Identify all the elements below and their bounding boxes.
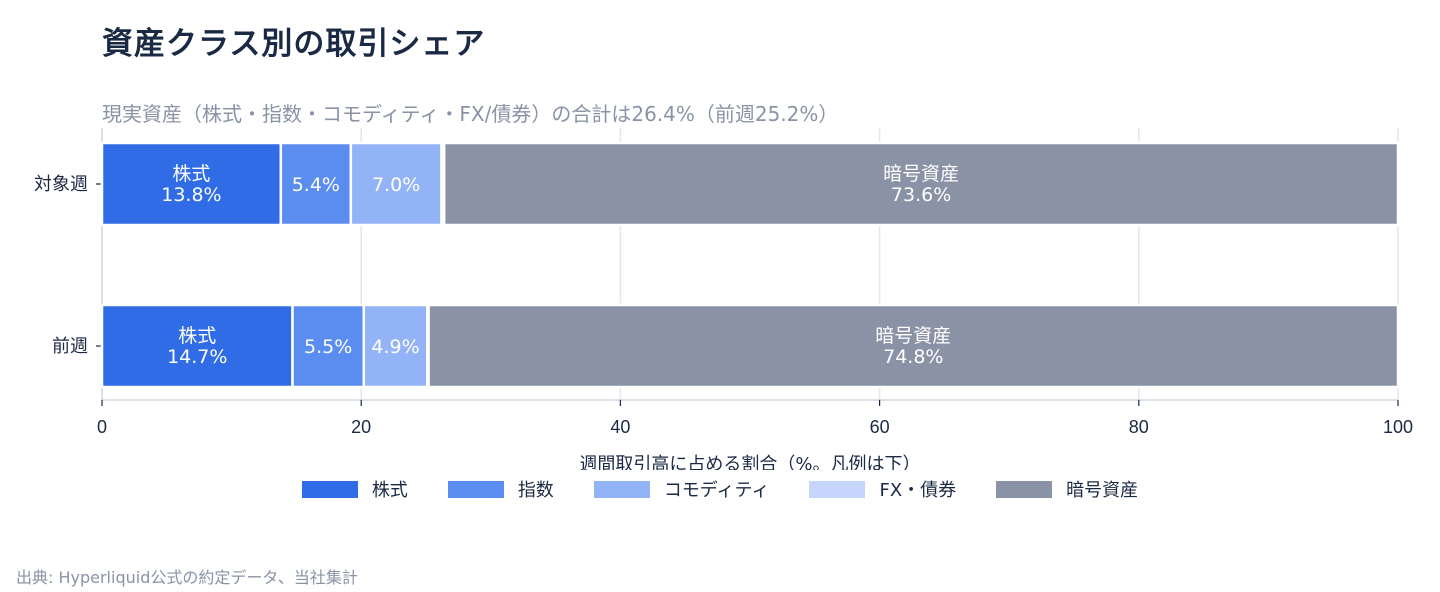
legend-item: 指数 xyxy=(447,476,554,502)
chart-subtitle: 現実資産（株式・指数・コモディティ・FX/債券）の合計は26.4%（前週25.2… xyxy=(102,102,839,126)
legend-label: FX・債券 xyxy=(879,480,957,501)
x-tick-label: 100 xyxy=(1383,417,1413,437)
x-tick-label: 80 xyxy=(1129,417,1149,437)
chart-legend: 株式 指数 コモディティ FX・債券 暗号資産 xyxy=(0,476,1440,502)
legend-swatch xyxy=(447,480,504,498)
data-label: 73.6% xyxy=(891,184,951,206)
bar-segment xyxy=(100,303,294,389)
data-label: 14.7% xyxy=(167,346,227,368)
data-label: 暗号資産 xyxy=(875,325,951,347)
bar-segment xyxy=(362,303,429,389)
legend-swatch xyxy=(996,480,1053,498)
x-tick-label: 20 xyxy=(351,417,371,437)
y-tick-label: 対象週 xyxy=(34,174,88,195)
bar-segment xyxy=(349,141,443,227)
x-tick-label: 0 xyxy=(97,417,107,437)
data-label: 株式 xyxy=(178,325,216,347)
legend-item: 株式 xyxy=(301,476,408,502)
data-label: 13.8% xyxy=(161,184,221,206)
y-tick-label: 前週 xyxy=(52,336,88,357)
legend-label: 暗号資産 xyxy=(1066,480,1139,501)
x-tick-label: 40 xyxy=(610,417,630,437)
chart-title: 資産クラス別の取引シェア xyxy=(102,26,486,62)
data-label: 株式 xyxy=(172,163,210,185)
data-label: 5.5% xyxy=(304,336,352,358)
legend-label: 指数 xyxy=(517,480,554,501)
x-tick-label: 60 xyxy=(870,417,890,437)
data-label: 暗号資産 xyxy=(883,163,959,185)
legend-swatch xyxy=(301,480,358,498)
legend-swatch xyxy=(809,480,866,498)
legend-item: コモディティ xyxy=(593,476,770,502)
bar-segment xyxy=(427,303,1400,389)
legend-label: 株式 xyxy=(371,480,408,501)
bar-segment xyxy=(442,141,1400,227)
data-label: 5.4% xyxy=(292,174,340,196)
data-label: 7.0% xyxy=(372,174,420,196)
x-axis-label: 週間取引高に占める割合（%。凡例は下） xyxy=(579,454,920,470)
source-note: 出典: Hyperliquid公式の約定データ、当社集計 xyxy=(16,568,358,587)
legend-item: 暗号資産 xyxy=(996,476,1138,502)
data-label: 74.8% xyxy=(883,346,943,368)
legend-item: FX・債券 xyxy=(809,476,956,502)
bar-segment xyxy=(291,303,366,389)
legend-label: コモディティ xyxy=(663,480,770,501)
legend-swatch xyxy=(593,480,650,498)
data-label: 4.9% xyxy=(371,336,419,358)
